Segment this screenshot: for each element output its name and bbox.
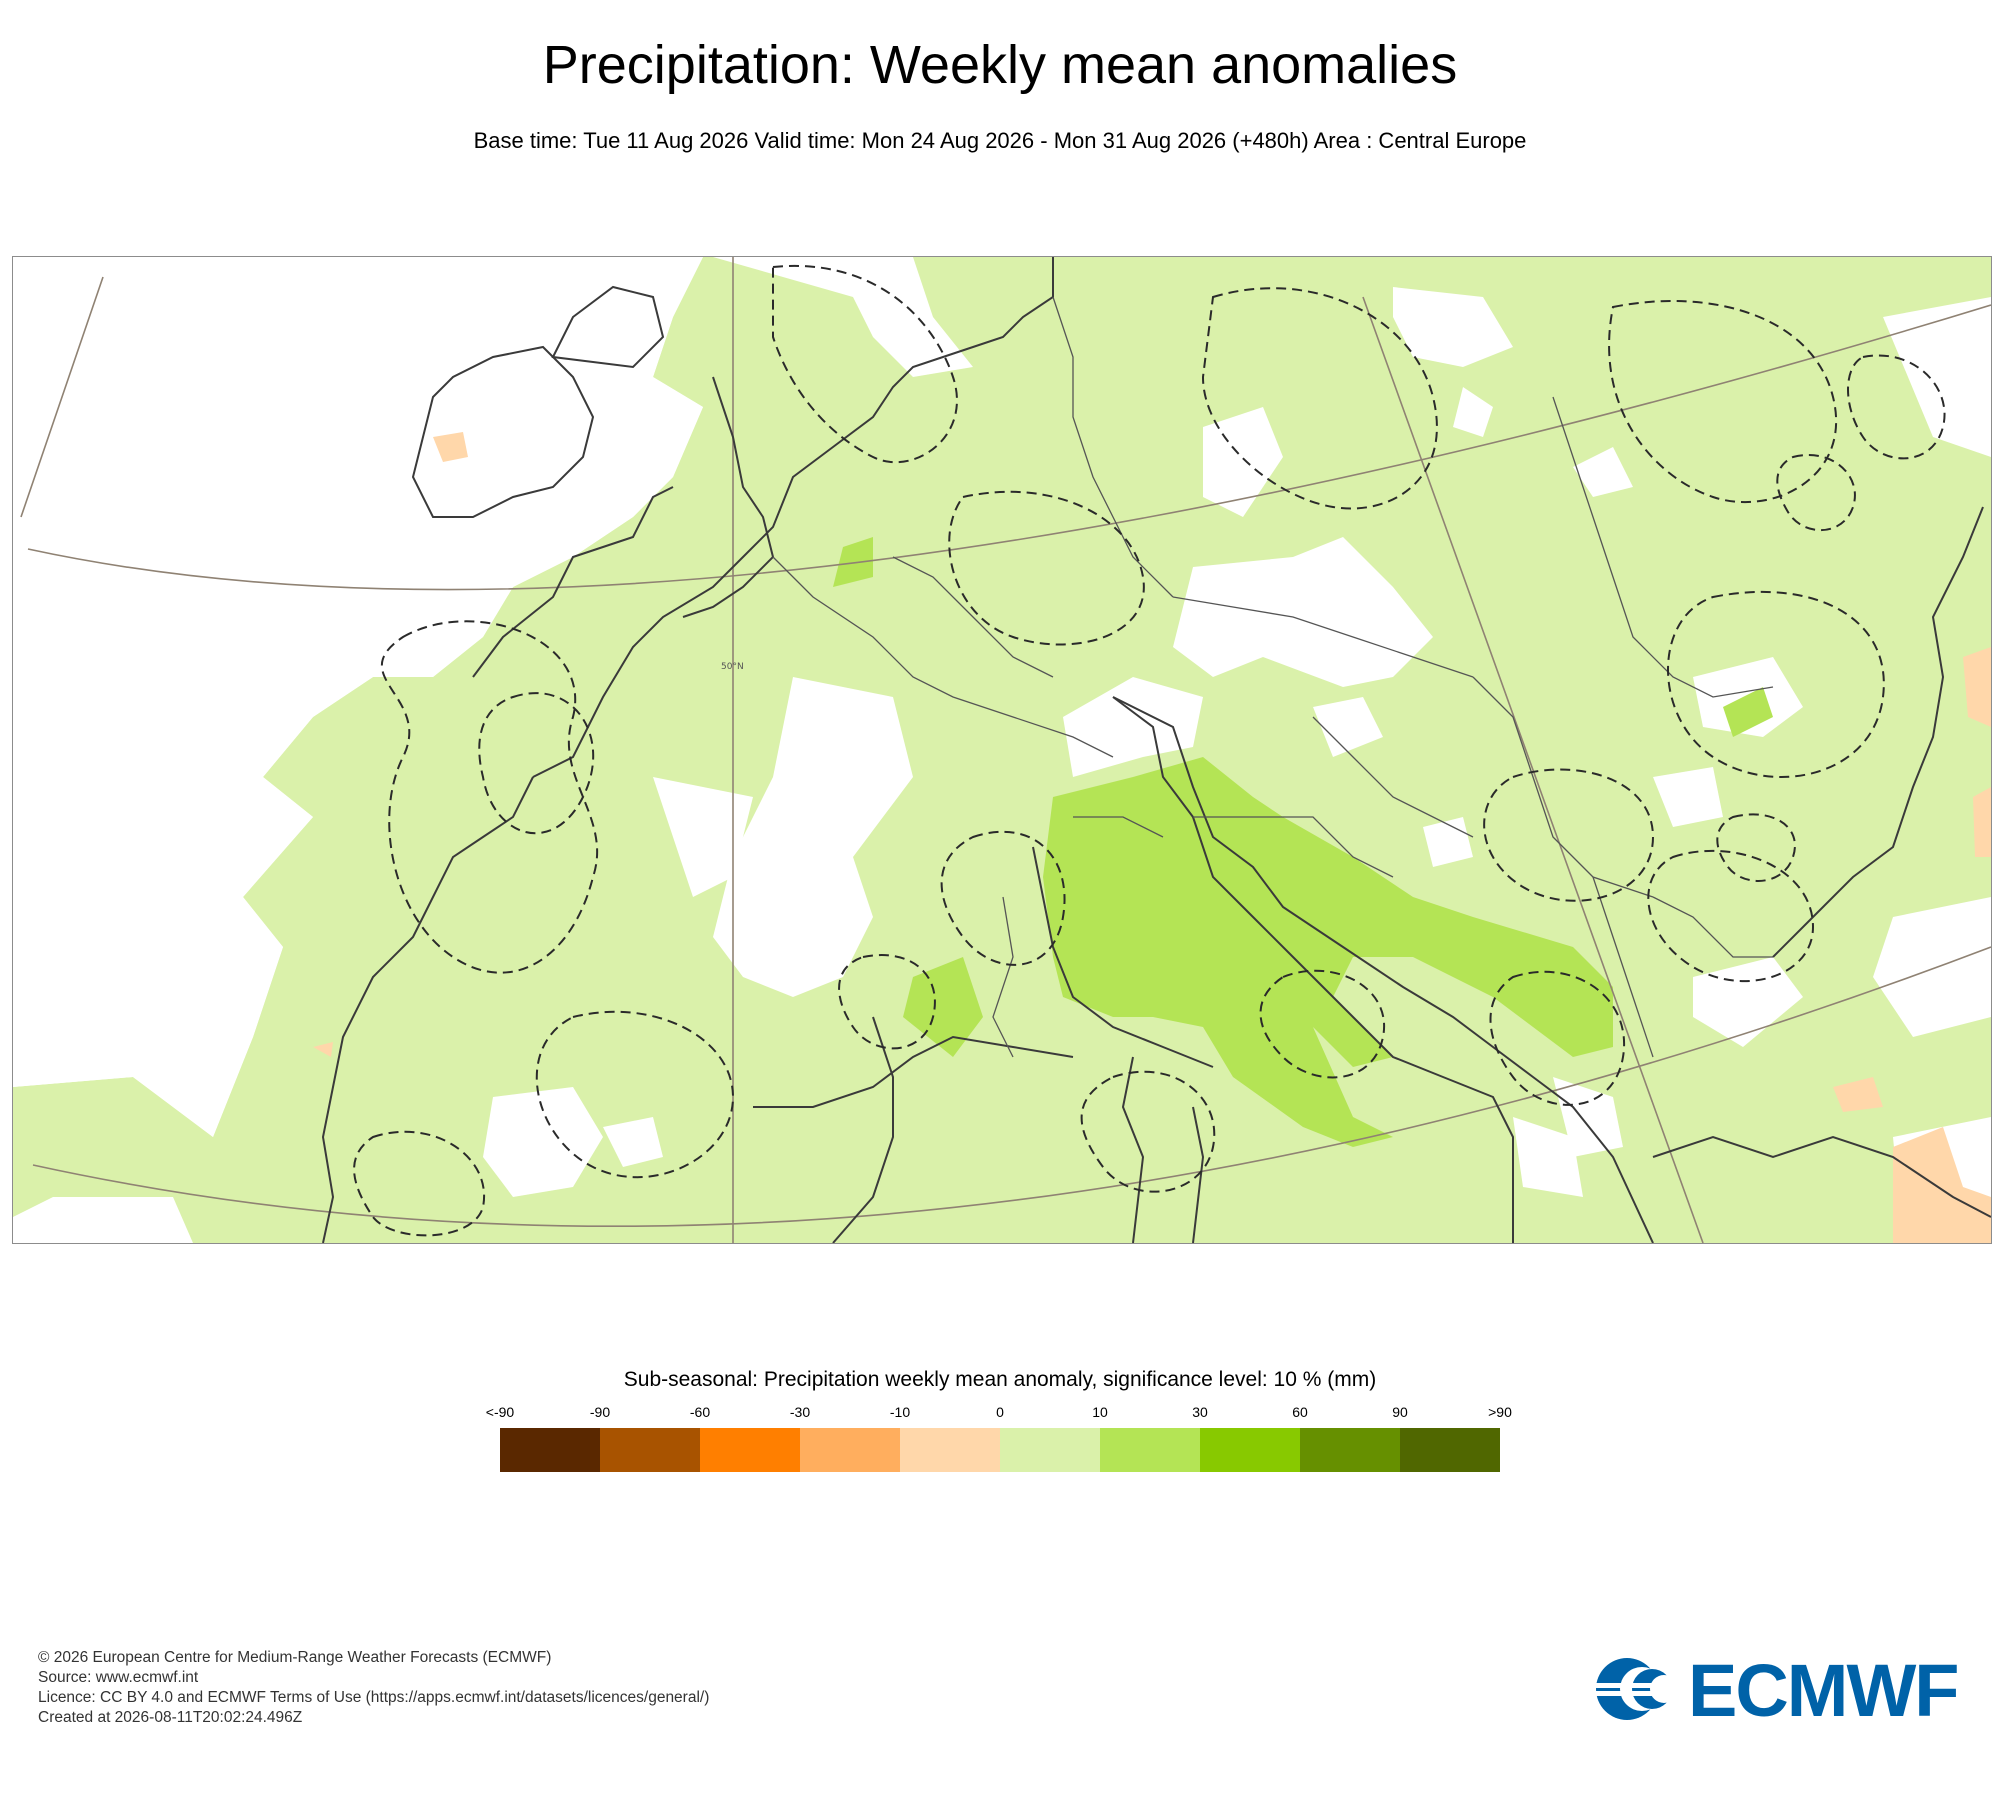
legend-title: Sub-seasonal: Precipitation weekly mean … <box>623 1368 1377 1391</box>
country-borders <box>772 296 1774 1058</box>
page-title: Precipitation: Weekly mean anomalies <box>542 35 1458 95</box>
ecmwf-logo: ECMWF <box>1594 1652 1960 1726</box>
copyright-text: © 2026 European Centre for Medium-Range … <box>38 1649 552 1666</box>
coastlines <box>321 257 1991 1243</box>
legend-tick: 0 <box>996 1404 1004 1420</box>
graticule <box>20 257 1991 1243</box>
legend-tick: 30 <box>1192 1404 1208 1420</box>
legend-tick: <-90 <box>485 1404 515 1420</box>
legend-swatch <box>800 1428 900 1472</box>
significance-contours <box>353 264 1946 1237</box>
legend-tick: -90 <box>589 1404 611 1420</box>
map-panel[interactable]: 50°N <box>12 256 1992 1244</box>
no-signal-areas <box>13 257 1991 1243</box>
legend-color-bar <box>500 1428 1500 1472</box>
footer-credits: © 2026 European Centre for Medium-Range … <box>38 1648 709 1728</box>
legend-swatch <box>900 1428 1000 1472</box>
legend-swatch <box>1000 1428 1100 1472</box>
created-timestamp: Created at 2026-08-11T20:02:24.496Z <box>38 1709 303 1726</box>
page-subtitle: Base time: Tue 11 Aug 2026 Valid time: M… <box>473 128 1527 153</box>
ecmwf-logo-icon <box>1594 1658 1678 1720</box>
licence-text: Licence: CC BY 4.0 and ECMWF Terms of Us… <box>38 1689 710 1706</box>
legend-tick: -10 <box>889 1404 911 1420</box>
legend-tick: 60 <box>1292 1404 1308 1420</box>
anomaly-region-medium-green <box>1043 757 1613 1147</box>
color-legend: <-90 -90 -60 -30 -10 0 10 30 60 90 >90 <box>486 1404 1512 1474</box>
legend-swatch <box>1100 1428 1200 1472</box>
anomaly-region-medium-green <box>1723 687 1773 737</box>
anomaly-map[interactable]: 50°N <box>13 257 1991 1243</box>
legend-swatch <box>1400 1428 1500 1472</box>
legend-swatch <box>500 1428 600 1472</box>
legend-tick: -30 <box>789 1404 811 1420</box>
anomaly-region-medium-green <box>833 537 873 587</box>
gridline-label: 50°N <box>721 662 744 672</box>
legend-swatch <box>700 1428 800 1472</box>
legend-tick: 90 <box>1392 1404 1408 1420</box>
negative-anomaly-areas <box>313 432 1991 1243</box>
legend-tick: -60 <box>689 1404 711 1420</box>
legend-tick: >90 <box>1488 1404 1512 1420</box>
legend-swatch <box>1200 1428 1300 1472</box>
ecmwf-logo-text: ECMWF <box>1688 1652 1958 1726</box>
legend-swatch <box>600 1428 700 1472</box>
anomaly-region-medium-green <box>903 957 983 1057</box>
source-text: Source: www.ecmwf.int <box>38 1669 199 1686</box>
legend-swatch <box>1300 1428 1400 1472</box>
legend-tick: 10 <box>1092 1404 1108 1420</box>
